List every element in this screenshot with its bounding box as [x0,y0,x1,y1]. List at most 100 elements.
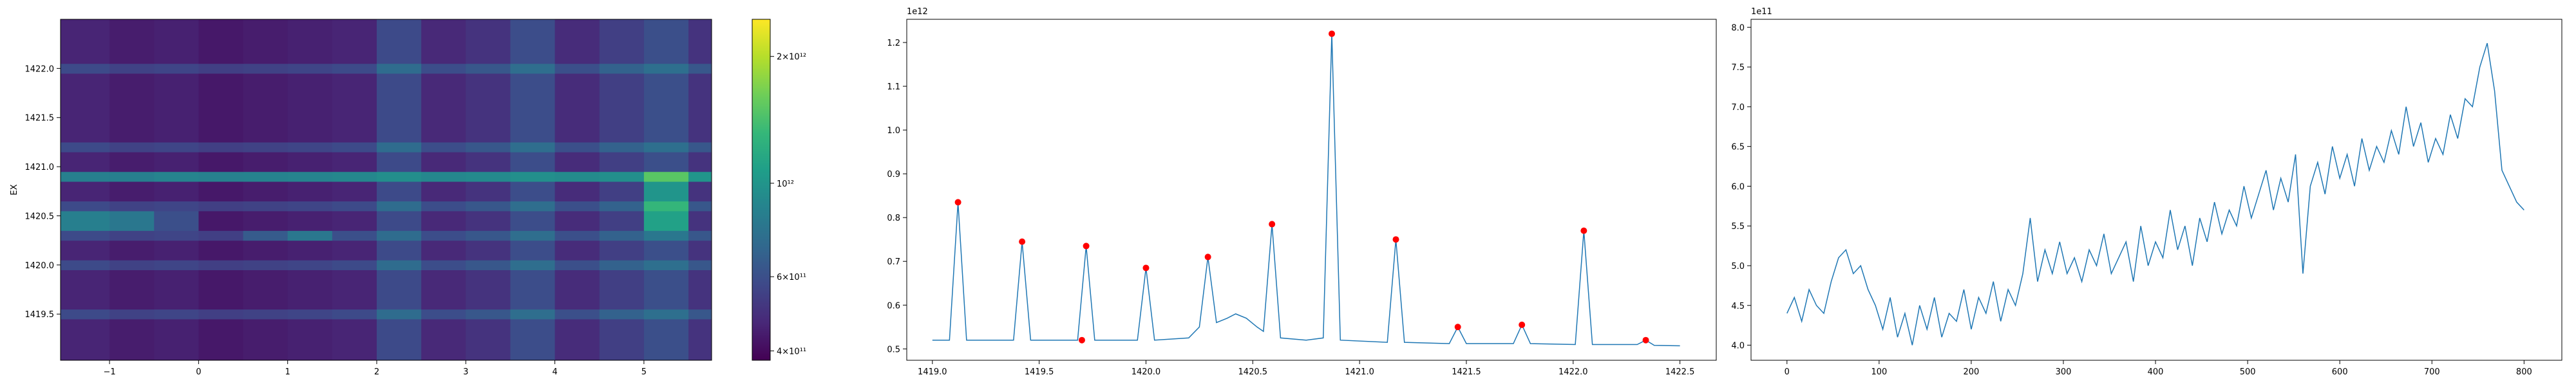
heatmap-cell [554,171,600,182]
heatmap-cell [287,181,333,202]
heatmap-cell [61,152,110,172]
heatmap-cell [510,309,556,320]
heatmap-cell [61,201,110,212]
heatmap-cell [643,142,689,152]
heatmap-cell [688,63,712,74]
heatmap-cell [376,171,422,182]
heatmap-cell [332,63,377,74]
heatmap-cell [287,318,333,361]
heatmap-cell [109,152,155,172]
heatmap-cell [421,309,466,320]
heatmap-cell [198,210,244,231]
heatmap-cell [198,63,244,74]
axes-frame [1750,19,2562,361]
heatmap-cell [421,19,466,64]
peak-marker [1392,236,1399,243]
x-tick-label: 1421.0 [1345,367,1374,377]
heatmap-cell [332,142,377,152]
heatmap-cell [643,240,689,261]
x-tick-label: −1 [103,367,115,377]
heatmap-cell [376,19,422,64]
heatmap-cell [243,152,289,172]
x-tick-label: 1419.0 [918,367,947,377]
heatmap-cell [688,171,712,182]
heatmap-cell [109,201,155,212]
heatmap-cell [421,318,466,361]
heatmap-cell [243,19,289,64]
heatmap-cell [109,19,155,64]
heatmap-cell [61,240,110,261]
heatmap-cell [198,230,244,241]
peak-marker [1142,264,1150,271]
x-tick-label: 200 [1964,367,1980,377]
heatmap-cell [332,171,377,182]
heatmap-cell [643,152,689,172]
heatmap-cell [198,260,244,270]
peak-marker [1083,243,1090,250]
heatmap-cell [198,171,244,182]
heatmap-cell [109,73,155,143]
heatmap-cell [510,318,556,361]
y-tick-label: 5.0 [1731,262,1745,271]
heatmap-cell [376,210,422,231]
heatmap-cell [554,260,600,270]
heatmap-cell [154,210,199,231]
heatmap-cell [287,171,333,182]
heatmap-cell [421,171,466,182]
axes-frame [60,19,712,361]
heatmap-cell [154,142,199,152]
heatmap-cell [109,240,155,261]
y-tick-label: 1.2 [887,39,900,48]
heatmap-cell [243,210,289,231]
heatmap-cell [688,270,712,310]
heatmap-cell [643,318,689,361]
y-tick-label: 8.0 [1731,23,1745,33]
heatmap-cell [554,230,600,241]
heatmap-cell [61,230,110,241]
x-tick-label: 3 [463,367,468,377]
heatmap-cell [287,230,333,241]
heatmap-cell [332,240,377,261]
heatmap-cell [554,240,600,261]
heatmap-cell [688,240,712,261]
heatmap-cell [510,181,556,202]
heatmap-cell [154,260,199,270]
heatmap-cell [643,73,689,143]
heatmap-cell [421,210,466,231]
heatmap-cell [688,181,712,202]
axis-offset-label: 1e12 [907,7,928,17]
heatmap-cell [332,210,377,231]
line-series [932,33,1680,347]
axis-offset-label: 1e11 [1751,7,1772,17]
y-tick-label: 7.0 [1731,103,1745,113]
heatmap-cell [198,318,244,361]
heatmap-cell [61,260,110,270]
heatmap-cell [554,142,600,152]
heatmap-cell [109,142,155,152]
heatmap-cell [154,270,199,310]
peak-marker [1019,238,1026,245]
heatmap-cell [466,240,511,261]
heatmap-cell [109,260,155,270]
heatmap-cell [154,240,199,261]
heatmap-cell [198,181,244,202]
heatmap-cell [688,260,712,270]
heatmap-cell [466,309,511,320]
heatmap-cell [599,201,645,212]
x-tick-label: 1420.5 [1238,367,1268,377]
heatmap-cell [599,63,645,74]
heatmap-cell [61,142,110,152]
heatmap-cell [466,270,511,310]
heatmap-cell [554,318,600,361]
heatmap-cell [376,63,422,74]
heatmap-cell [154,73,199,143]
heatmap-cell [287,309,333,320]
heatmap-cell [154,171,199,182]
heatmap-cell [466,19,511,64]
heatmap-cell [287,73,333,143]
heatmap-cell [332,73,377,143]
heatmap-cell [332,201,377,212]
heatmap-cell [643,201,689,212]
y-tick-label: 0.7 [887,257,900,267]
heatmap-cell [554,152,600,172]
